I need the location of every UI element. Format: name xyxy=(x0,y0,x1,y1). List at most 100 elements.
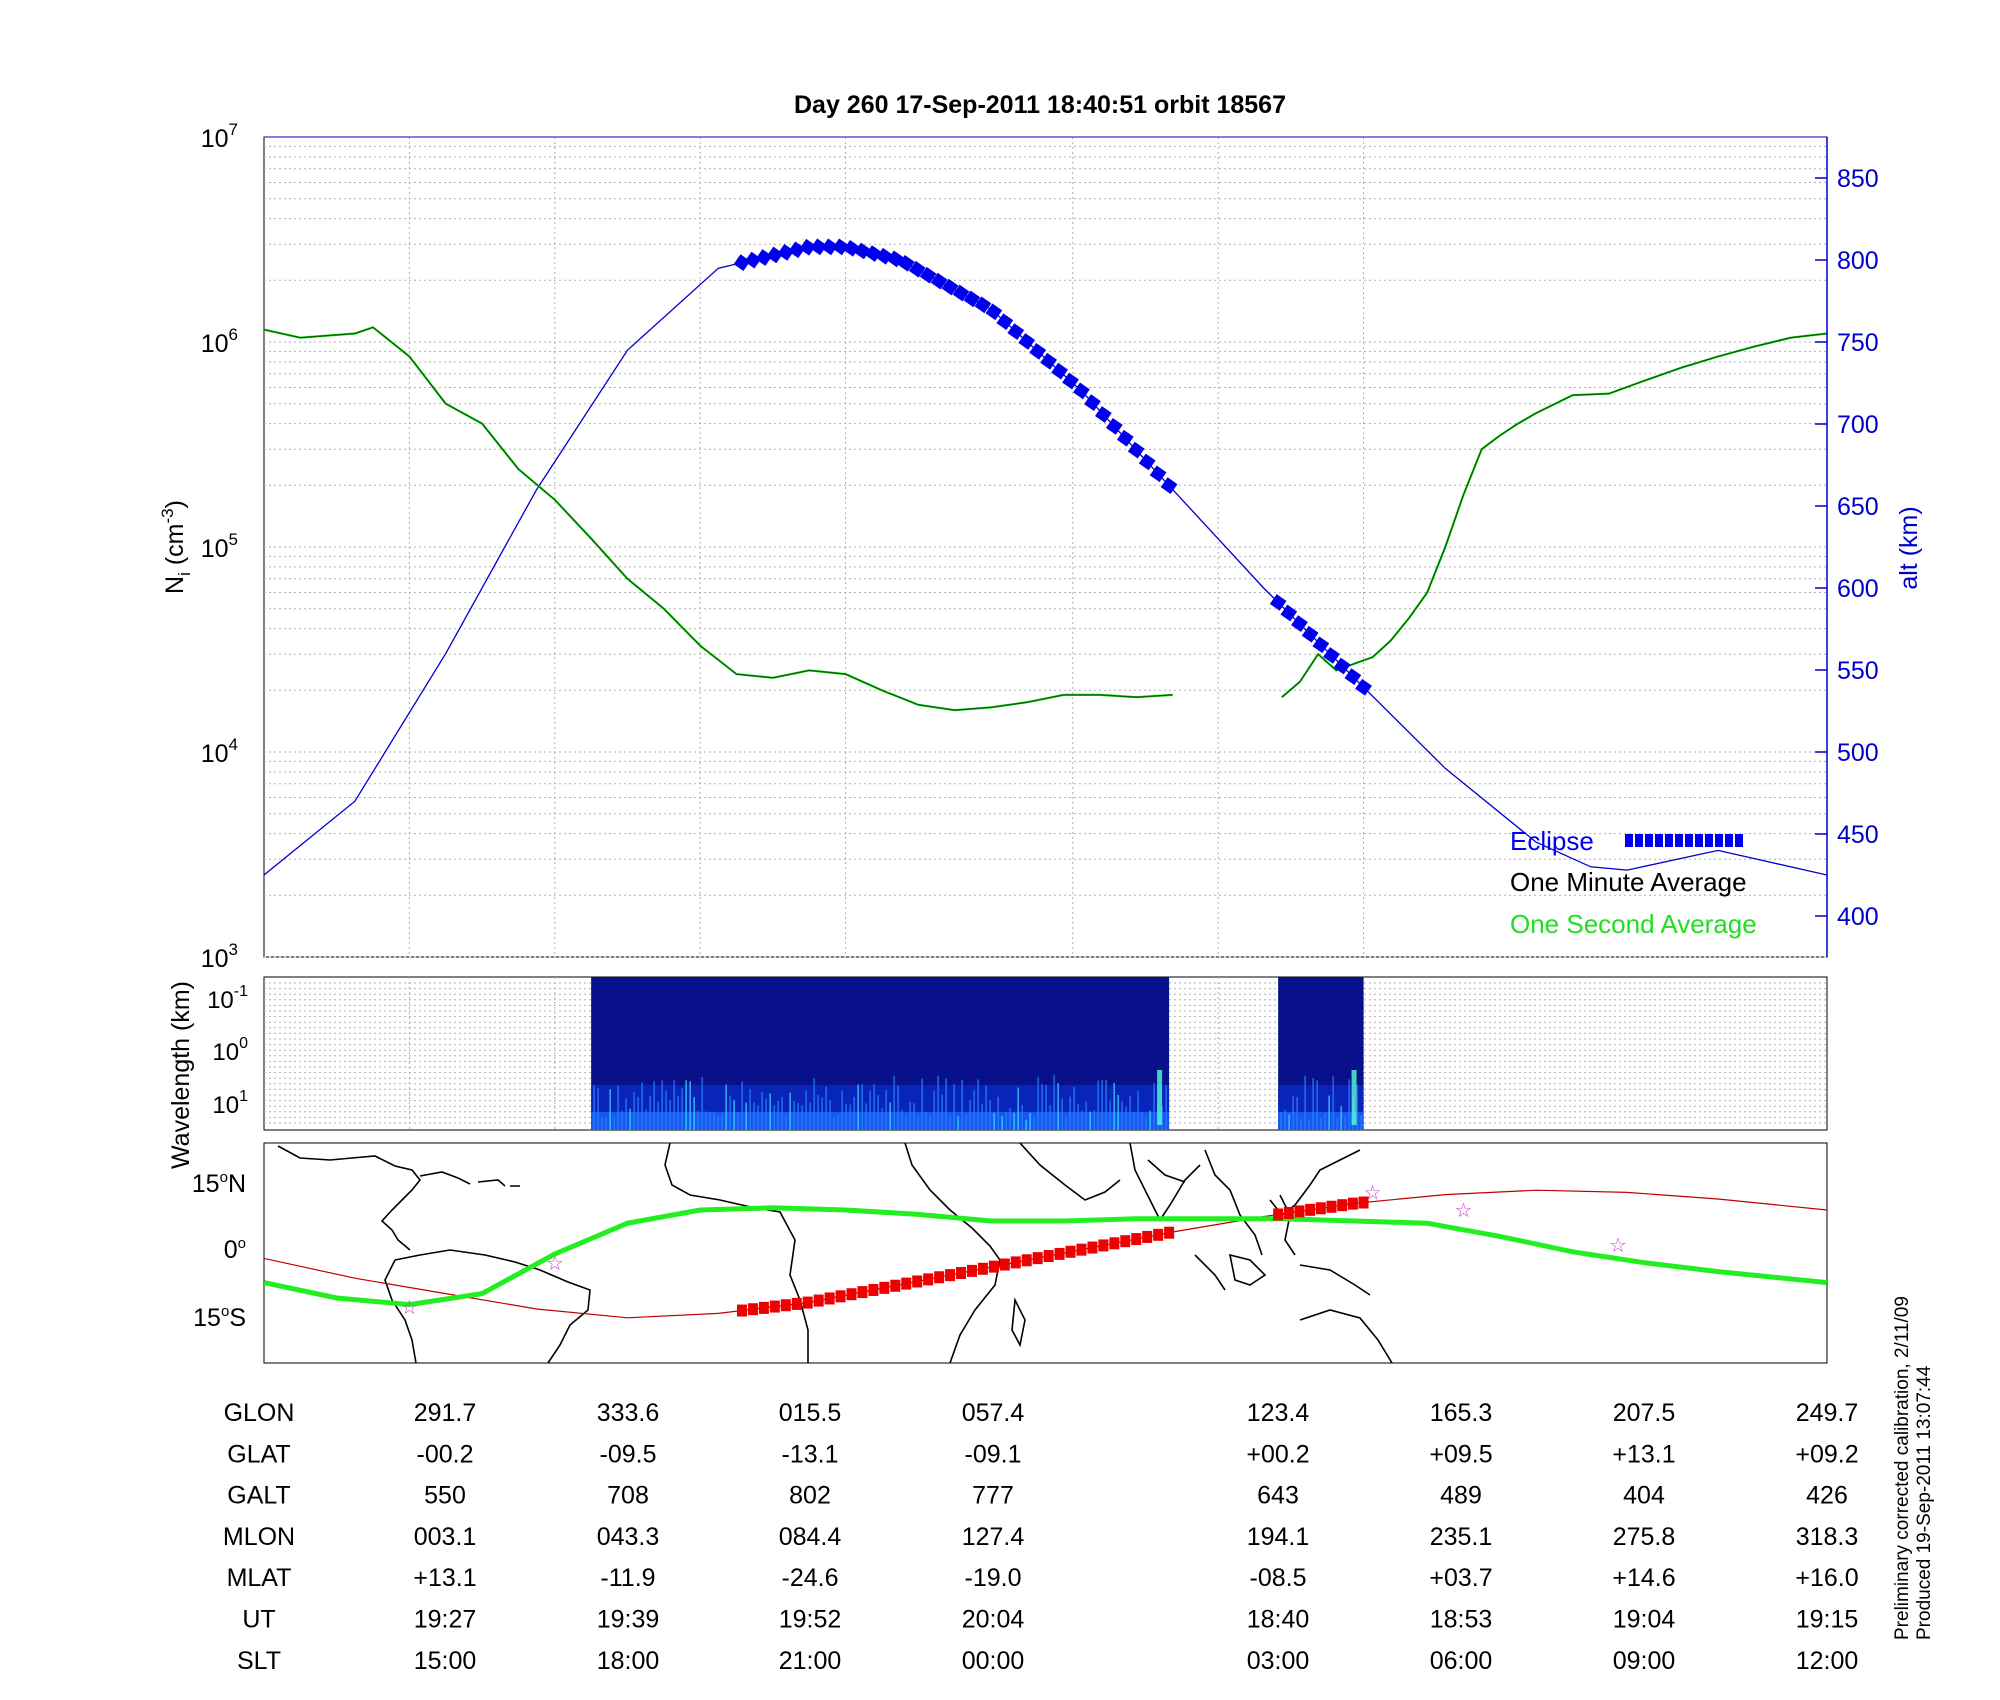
eclipse-marker xyxy=(1095,406,1112,423)
table-cell: +09.5 xyxy=(1429,1440,1492,1468)
eclipse-track-marker xyxy=(1010,1256,1021,1269)
eclipse-marker xyxy=(1062,372,1079,390)
eclipse-track-marker xyxy=(879,1281,890,1294)
eclipse-track-marker xyxy=(1021,1254,1032,1267)
eclipse-track-marker xyxy=(736,1304,747,1317)
eclipse-track-marker xyxy=(1065,1245,1076,1258)
density-axis-label: Ni (cm-3) xyxy=(158,500,194,594)
table-cell: 15:00 xyxy=(414,1647,477,1675)
eclipse-track-marker xyxy=(1283,1206,1294,1219)
table-row-label: GLON xyxy=(224,1399,295,1427)
eclipse-track-marker xyxy=(1326,1200,1337,1213)
density-y-tick-label: 105 xyxy=(201,530,238,563)
star-marker: ☆ xyxy=(1609,1233,1627,1257)
eclipse-track-marker xyxy=(1315,1202,1326,1215)
eclipse-marker xyxy=(908,260,926,278)
table-cell: -09.1 xyxy=(965,1440,1022,1468)
eclipse-track-marker xyxy=(945,1269,956,1282)
table-cell: 802 xyxy=(789,1482,831,1510)
coast-new-guinea xyxy=(1299,1264,1371,1296)
legend-eclipse-marker xyxy=(1625,834,1633,847)
table-cell: 084.4 xyxy=(779,1523,842,1551)
table-cell: +13.1 xyxy=(1612,1440,1675,1468)
table-cell: -19.0 xyxy=(965,1564,1022,1592)
table-cell: +16.0 xyxy=(1795,1564,1858,1592)
eclipse-marker xyxy=(952,284,970,302)
magnetic-equator-line xyxy=(264,1205,1827,1308)
eclipse-track-marker xyxy=(1142,1230,1153,1243)
eclipse-marker xyxy=(1084,394,1101,412)
altitude-y-ticks: 400 450 500 550 600 650 700 750 800 850 xyxy=(1815,165,1879,931)
legend-eclipse-marker xyxy=(1705,834,1713,847)
eclipse-marker xyxy=(930,272,948,290)
eclipse-track-marker xyxy=(901,1277,912,1290)
eclipse-marker xyxy=(777,244,795,261)
table-cell: 489 xyxy=(1440,1482,1482,1510)
tick-base: 10 xyxy=(201,535,229,563)
legend-eclipse-swatch xyxy=(1625,834,1743,847)
tick-value: 15 xyxy=(193,1304,221,1332)
density-y-tick-label: 103 xyxy=(201,940,238,973)
table-cell: -00.2 xyxy=(417,1440,474,1468)
table-cell: +13.1 xyxy=(413,1564,476,1592)
table-cell: 127.4 xyxy=(962,1523,1025,1551)
altitude-axis-label: alt (km) xyxy=(1895,506,1923,589)
tick-exponent: 6 xyxy=(229,325,238,344)
table-cell: 291.7 xyxy=(414,1399,477,1427)
eclipse-track-marker xyxy=(857,1286,868,1299)
table-cell: 194.1 xyxy=(1247,1523,1310,1551)
star-marker: ☆ xyxy=(546,1251,564,1275)
eclipse-track-marker xyxy=(1337,1199,1348,1212)
eclipse-track-marker xyxy=(890,1279,901,1292)
tick-degree: o xyxy=(221,1303,229,1320)
eclipse-marker xyxy=(1149,465,1167,483)
eclipse-track-marker xyxy=(1294,1205,1305,1218)
altitude-tick-label: 450 xyxy=(1837,821,1879,849)
table-cell: 19:15 xyxy=(1796,1606,1859,1634)
legend-eclipse-marker xyxy=(1655,834,1663,847)
tick-degree: o xyxy=(220,1169,228,1186)
coast-cuba xyxy=(419,1171,471,1185)
eclipse-marker xyxy=(1323,647,1340,664)
table-cell: 235.1 xyxy=(1430,1523,1493,1551)
eclipse-track-marker xyxy=(846,1288,857,1301)
legend-minute-label: One Minute Average xyxy=(1510,867,1747,897)
eclipse-track-marker xyxy=(999,1258,1010,1271)
eclipse-track-marker xyxy=(1098,1239,1109,1252)
table-row-label: MLAT xyxy=(227,1564,292,1592)
eclipse-track-marker xyxy=(758,1301,769,1314)
legend-eclipse-marker xyxy=(1665,834,1673,847)
table-cell: 057.4 xyxy=(962,1399,1025,1427)
altitude-tick-label: 750 xyxy=(1837,329,1879,357)
tick-base: 10 xyxy=(212,1092,239,1119)
tick-base: 10 xyxy=(201,125,229,153)
table-row-label: SLT xyxy=(237,1647,281,1675)
altitude-tick-label: 700 xyxy=(1837,411,1879,439)
eclipse-marker xyxy=(919,266,937,284)
table-cell: 318.3 xyxy=(1796,1523,1859,1551)
eclipse-marker xyxy=(985,303,1003,321)
table-cell: 643 xyxy=(1257,1482,1299,1510)
tick-value: 0 xyxy=(224,1236,238,1264)
coast-madagascar xyxy=(1011,1297,1026,1348)
altitude-tick-label: 550 xyxy=(1837,657,1879,685)
eclipse-track-marker xyxy=(1032,1252,1043,1265)
eclipse-track-marker xyxy=(1120,1235,1131,1248)
map-y-tick-label: 15oS xyxy=(193,1303,246,1332)
eclipse-track-marker xyxy=(868,1283,879,1296)
table-cell: 550 xyxy=(424,1482,466,1510)
coast-australia xyxy=(1299,1309,1393,1363)
star-marker: ☆ xyxy=(400,1295,418,1319)
coast-hispaniola xyxy=(477,1179,520,1187)
density-series xyxy=(264,238,1827,876)
table-cell: 275.8 xyxy=(1613,1523,1676,1551)
eclipse-track-marker xyxy=(824,1292,835,1305)
density-axis-label-base: N xyxy=(161,576,189,594)
eclipse-marker xyxy=(1018,333,1036,350)
star-marker: ☆ xyxy=(1455,1198,1473,1222)
table-cell: 03:00 xyxy=(1247,1647,1310,1675)
map-series: ☆ ☆ ☆ ☆ ☆ xyxy=(264,1180,1827,1319)
